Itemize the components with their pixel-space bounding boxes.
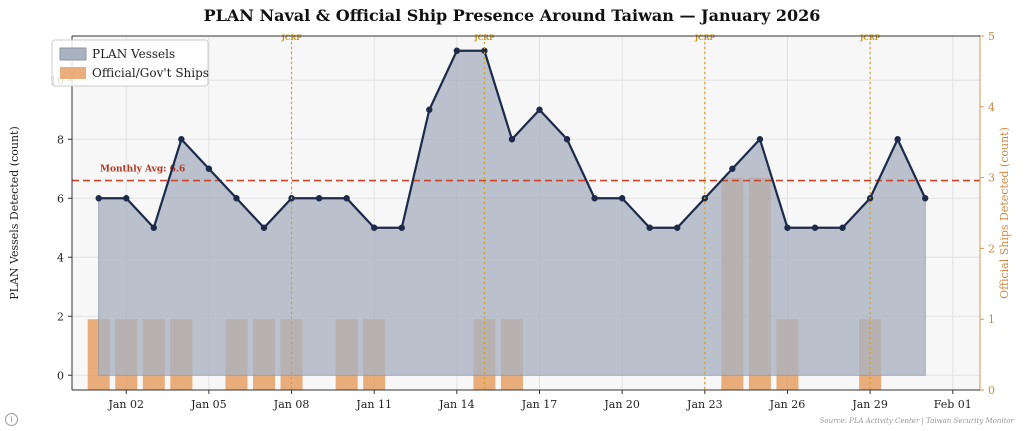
point-plan-vessels [260, 224, 268, 231]
point-plan-vessels [481, 47, 488, 54]
legend-swatch-plan [59, 47, 87, 61]
point-plan-vessels [233, 195, 240, 202]
annotation-jcrp-label: JCRP [859, 33, 881, 42]
y-axis-label: PLAN Vessels Detected (count) [8, 126, 21, 300]
x-tick-label: Jan 23 [686, 398, 723, 411]
x-tick-label: Feb 01 [934, 398, 972, 411]
info-icon: i [5, 413, 18, 426]
point-plan-vessels [894, 136, 901, 143]
point-plan-vessels [343, 195, 350, 202]
y2-tick-label: 2 [988, 242, 995, 255]
point-plan-vessels [95, 195, 102, 202]
point-plan-vessels [618, 195, 626, 202]
x-tick-label: Jan 20 [603, 398, 640, 411]
y-tick-label: 4 [57, 251, 64, 264]
point-plan-vessels [646, 224, 653, 231]
source-note: Source: PLA Activity Center | Taiwan Sec… [819, 417, 1014, 425]
y-tick-label: 2 [57, 310, 64, 323]
x-tick-label: Jan 17 [521, 398, 558, 411]
x-tick-label: Jan 26 [769, 398, 806, 411]
point-plan-vessels [178, 136, 185, 143]
annotation-jcrp-label: JCRP [694, 33, 716, 42]
x-tick-label: Jan 08 [273, 398, 310, 411]
y2-tick-label: 5 [988, 30, 995, 43]
point-plan-vessels [839, 224, 846, 231]
y2-tick-label: 0 [988, 384, 995, 397]
x-tick-label: Jan 14 [438, 398, 475, 411]
point-plan-vessels [784, 224, 791, 231]
point-plan-vessels [729, 165, 736, 172]
legend-label-official: Official/Gov't Ships [92, 66, 209, 80]
point-plan-vessels [811, 224, 819, 231]
legend-label-plan: PLAN Vessels [92, 47, 175, 61]
point-plan-vessels [371, 224, 378, 231]
point-plan-vessels [398, 224, 405, 231]
x-tick-label: Jan 11 [355, 398, 392, 411]
y-tick-label: 0 [57, 369, 64, 382]
y2-tick-label: 4 [988, 101, 995, 114]
point-plan-vessels [674, 224, 681, 231]
chart-title: PLAN Naval & Official Ship Presence Arou… [203, 6, 821, 25]
point-plan-vessels [150, 224, 158, 231]
x-tick-label: Jan 02 [107, 398, 144, 411]
point-plan-vessels [591, 195, 598, 202]
point-plan-vessels [453, 47, 461, 54]
x-tick-label: Jan 29 [851, 398, 888, 411]
point-plan-vessels [536, 106, 543, 113]
point-plan-vessels [426, 106, 433, 113]
point-plan-vessels [563, 136, 571, 143]
point-plan-vessels [922, 195, 929, 202]
y-tick-label: 8 [57, 133, 64, 146]
reference-line-label: Monthly Avg: 6.6 [100, 165, 185, 175]
legend-box [51, 39, 209, 87]
annotation-jcrp-label: JCRP [281, 33, 303, 42]
legend-swatch-official [60, 67, 86, 79]
y2-tick-label: 3 [988, 172, 995, 185]
y-tick-label: 6 [57, 192, 64, 205]
point-plan-vessels [205, 165, 213, 172]
y2-tick-label: 1 [988, 313, 995, 326]
point-plan-vessels [123, 195, 130, 202]
y2-axis-label: Official Ships Detected (count) [998, 127, 1011, 299]
point-plan-vessels [315, 195, 323, 202]
point-plan-vessels [508, 136, 516, 143]
annotation-jcrp-label: JCRP [473, 33, 495, 42]
point-plan-vessels [756, 136, 764, 143]
x-tick-label: Jan 05 [190, 398, 227, 411]
